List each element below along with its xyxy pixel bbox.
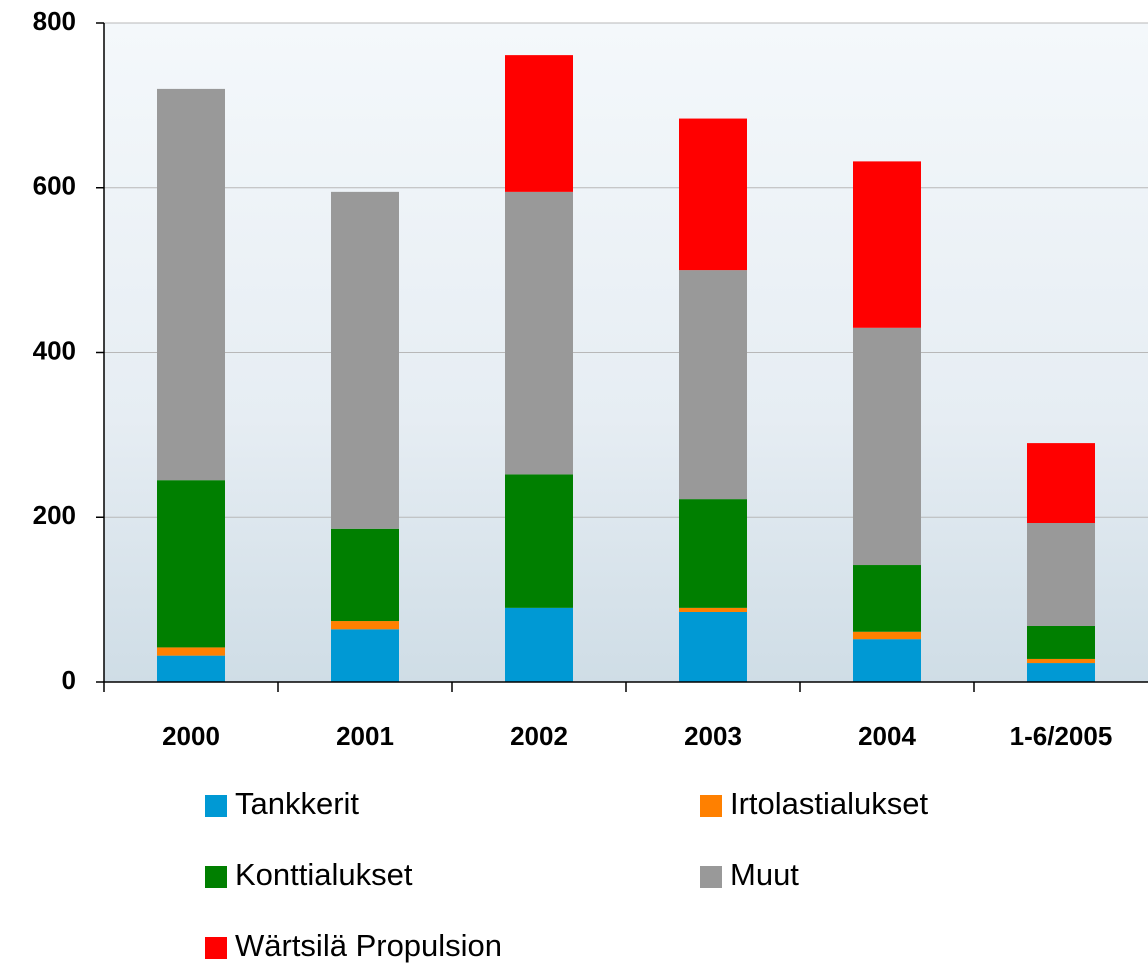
bar-segment (679, 270, 747, 500)
bar-segment (157, 647, 225, 656)
y-tick-label: 200 (33, 500, 76, 530)
x-tick-label: 2004 (858, 721, 916, 751)
bar-segment (1027, 625, 1095, 659)
bar-segment (679, 611, 747, 682)
bar-segment (853, 639, 921, 682)
legend-swatch (700, 866, 722, 888)
bar-segment (505, 474, 573, 608)
x-tick-label: 2001 (336, 721, 394, 751)
bar-segment (1027, 658, 1095, 664)
legend-swatch (700, 795, 722, 817)
bar-segment (679, 607, 747, 612)
legend-swatch (205, 866, 227, 888)
legend-swatch (205, 795, 227, 817)
bar-segment (853, 565, 921, 632)
bar-segment (157, 480, 225, 648)
legend-label: Irtolastialukset (730, 786, 929, 821)
bar-segment (331, 629, 399, 682)
bar-segment (505, 55, 573, 192)
bar-segment (679, 118, 747, 271)
legend-label: Muut (730, 857, 799, 892)
bar-segment (157, 655, 225, 682)
x-tick-label: 2002 (510, 721, 568, 751)
bar-segment (331, 528, 399, 622)
legend-swatch (205, 937, 227, 959)
legend-label: Konttialukset (235, 857, 413, 892)
y-tick-label: 400 (33, 335, 76, 365)
legend-label: Tankkerit (235, 786, 359, 821)
bar-segment (853, 161, 921, 328)
x-tick-label: 2000 (162, 721, 220, 751)
x-tick-label: 1-6/2005 (1010, 721, 1113, 751)
bar-segment (1027, 523, 1095, 626)
bar-segment (331, 191, 399, 529)
bar-segment (157, 88, 225, 481)
legend-label: Wärtsilä Propulsion (235, 928, 502, 963)
bar-segment (853, 631, 921, 640)
x-tick-label: 2003 (684, 721, 742, 751)
bar-segment (1027, 663, 1095, 682)
bar-segment (505, 607, 573, 682)
y-tick-label: 600 (33, 171, 76, 201)
bar-segment (1027, 443, 1095, 524)
y-tick-label: 800 (33, 6, 76, 36)
bar-segment (331, 621, 399, 630)
bar-segment (679, 499, 747, 608)
bar-segment (853, 327, 921, 566)
y-tick-label: 0 (62, 665, 76, 695)
bar-segment (505, 191, 573, 475)
